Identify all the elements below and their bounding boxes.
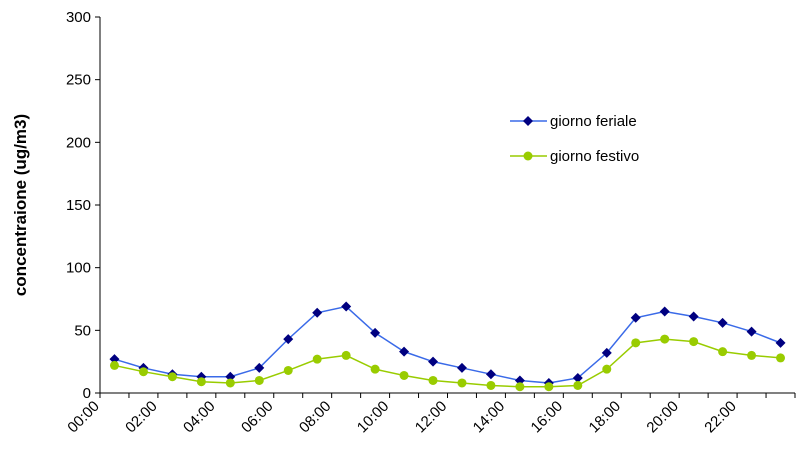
x-tick-label: 14:00: [470, 398, 509, 437]
legend-marker: [523, 151, 533, 161]
x-tick-label: 08:00: [296, 398, 335, 437]
marker: [485, 369, 496, 380]
x-tick-label: 22:00: [701, 398, 740, 437]
marker: [718, 347, 728, 357]
marker: [775, 337, 786, 348]
marker: [283, 365, 293, 375]
y-tick-label: 200: [66, 134, 91, 151]
y-tick-label: 150: [66, 197, 91, 214]
marker: [370, 364, 380, 374]
marker: [631, 338, 641, 348]
marker: [283, 334, 294, 345]
marker: [225, 371, 236, 382]
marker: [514, 375, 525, 386]
y-tick-label: 250: [66, 72, 91, 89]
x-tick-label: 12:00: [412, 398, 451, 437]
marker: [399, 346, 410, 357]
marker: [254, 362, 265, 373]
marker: [456, 362, 467, 373]
y-tick-label: 300: [66, 9, 91, 26]
marker: [428, 356, 439, 367]
marker: [312, 354, 322, 364]
x-tick-label: 16:00: [528, 398, 567, 437]
x-tick-label: 00:00: [64, 398, 103, 437]
marker: [341, 350, 351, 360]
marker: [573, 380, 583, 390]
marker: [399, 370, 409, 380]
marker: [196, 377, 206, 387]
y-axis-label: concentraione (ug/m3): [11, 114, 30, 296]
marker: [109, 360, 119, 370]
y-tick-label: 0: [83, 385, 91, 402]
marker: [341, 301, 352, 312]
series-line: [114, 338, 781, 388]
series-line: [114, 305, 781, 384]
marker: [225, 378, 235, 388]
marker: [544, 382, 554, 392]
marker: [138, 367, 148, 377]
marker: [601, 347, 612, 358]
y-tick-label: 100: [66, 260, 91, 277]
marker: [747, 350, 757, 360]
x-tick-label: 04:00: [180, 398, 219, 437]
legend-label: giorno festivo: [550, 148, 639, 165]
legend-marker: [523, 116, 533, 126]
marker: [167, 372, 177, 382]
marker: [660, 334, 670, 344]
marker: [602, 364, 612, 374]
x-tick-label: 06:00: [238, 398, 277, 437]
marker: [746, 326, 757, 337]
marker: [457, 378, 467, 388]
marker: [630, 312, 641, 323]
x-tick-label: 20:00: [643, 398, 682, 437]
marker: [428, 375, 438, 385]
marker: [659, 306, 670, 317]
y-tick-label: 50: [74, 322, 91, 339]
marker: [254, 375, 264, 385]
marker: [776, 353, 786, 363]
marker: [689, 337, 699, 347]
marker: [109, 354, 120, 365]
x-tick-label: 18:00: [586, 398, 625, 437]
marker: [515, 382, 525, 392]
marker: [688, 311, 699, 322]
marker: [370, 327, 381, 338]
marker: [486, 380, 496, 390]
x-tick-label: 02:00: [122, 398, 161, 437]
x-tick-label: 10:00: [354, 398, 393, 437]
marker: [572, 372, 583, 383]
marker: [717, 317, 728, 328]
marker: [312, 307, 323, 318]
legend-label: giorno feriale: [550, 113, 637, 130]
